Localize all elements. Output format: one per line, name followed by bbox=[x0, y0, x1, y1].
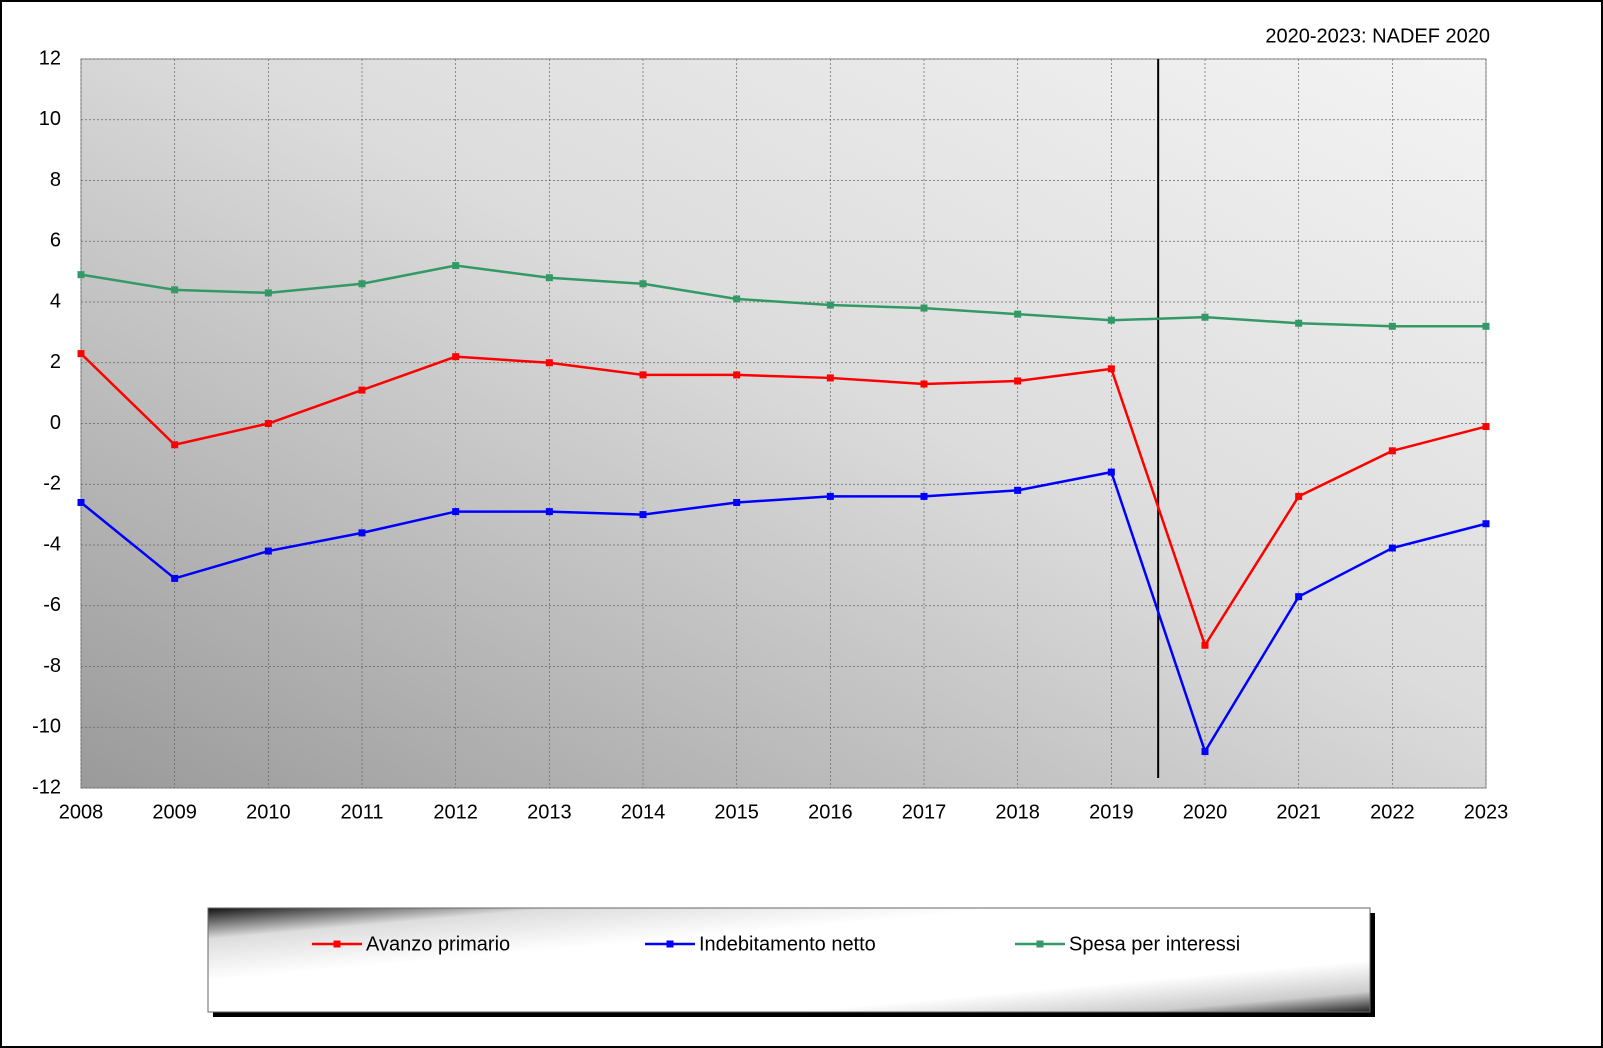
y-tick-label: 0 bbox=[50, 412, 61, 434]
marker bbox=[77, 271, 85, 279]
marker bbox=[545, 274, 553, 282]
marker bbox=[1482, 423, 1490, 431]
marker bbox=[77, 498, 85, 506]
marker bbox=[826, 492, 834, 500]
marker bbox=[733, 498, 741, 506]
y-tick-label: -12 bbox=[32, 776, 61, 798]
x-tick-label: 2020 bbox=[1183, 801, 1228, 823]
x-tick-label: 2019 bbox=[1089, 801, 1134, 823]
marker bbox=[358, 529, 366, 537]
y-tick-label: -10 bbox=[32, 716, 61, 738]
marker bbox=[1295, 593, 1303, 601]
x-tick-label: 2016 bbox=[808, 801, 853, 823]
marker bbox=[639, 280, 647, 288]
marker bbox=[171, 441, 179, 449]
marker bbox=[1388, 544, 1396, 552]
y-tick-label: 4 bbox=[50, 290, 61, 312]
y-tick-label: -6 bbox=[43, 594, 61, 616]
marker bbox=[1107, 468, 1115, 476]
marker bbox=[1107, 365, 1115, 373]
marker bbox=[1388, 447, 1396, 455]
x-tick-label: 2013 bbox=[527, 801, 572, 823]
marker bbox=[545, 508, 553, 516]
marker bbox=[452, 508, 460, 516]
marker bbox=[264, 289, 272, 297]
marker bbox=[1295, 492, 1303, 500]
legend-label: Avanzo primario bbox=[366, 933, 510, 955]
marker bbox=[358, 280, 366, 288]
marker bbox=[826, 301, 834, 309]
plot-area bbox=[80, 58, 1487, 789]
legend-label: Spesa per interessi bbox=[1069, 933, 1240, 955]
series-line bbox=[80, 470, 1487, 755]
marker bbox=[733, 371, 741, 379]
x-tick-label: 2010 bbox=[246, 801, 291, 823]
marker bbox=[1014, 377, 1022, 385]
marker bbox=[77, 350, 85, 358]
x-tick-label: 2023 bbox=[1464, 801, 1509, 823]
legend-label: Indebitamento netto bbox=[699, 933, 876, 955]
marker bbox=[639, 371, 647, 379]
marker bbox=[1201, 313, 1209, 321]
marker bbox=[171, 574, 179, 582]
x-tick-label: 2009 bbox=[152, 801, 197, 823]
x-tick-label: 2015 bbox=[714, 801, 759, 823]
legend-marker bbox=[1036, 940, 1044, 948]
legend-marker bbox=[666, 940, 674, 948]
y-tick-label: 8 bbox=[50, 169, 61, 191]
legend-marker bbox=[333, 940, 341, 948]
series-line bbox=[80, 352, 1487, 649]
marker bbox=[452, 262, 460, 270]
marker bbox=[1014, 310, 1022, 318]
marker bbox=[358, 386, 366, 394]
x-tick-label: 2014 bbox=[621, 801, 666, 823]
x-tick-label: 2017 bbox=[902, 801, 947, 823]
marker bbox=[171, 286, 179, 294]
x-tick-label: 2022 bbox=[1370, 801, 1415, 823]
y-tick-label: -8 bbox=[43, 655, 61, 677]
y-tick-label: 6 bbox=[50, 230, 61, 252]
marker bbox=[920, 492, 928, 500]
marker bbox=[1482, 520, 1490, 528]
y-tick-label: 2 bbox=[50, 351, 61, 373]
marker bbox=[1388, 322, 1396, 330]
marker bbox=[733, 295, 741, 303]
marker bbox=[1107, 316, 1115, 324]
x-tick-label: 2011 bbox=[340, 801, 383, 823]
annotation: 2020-2023: NADEF 2020 bbox=[1265, 25, 1490, 47]
x-tick-label: 2012 bbox=[433, 801, 478, 823]
y-tick-label: 12 bbox=[39, 47, 61, 69]
x-tick-label: 2008 bbox=[59, 801, 104, 823]
marker bbox=[920, 380, 928, 388]
marker bbox=[920, 304, 928, 312]
y-tick-label: -2 bbox=[43, 473, 61, 495]
marker bbox=[1482, 322, 1490, 330]
legend-box bbox=[207, 907, 1371, 1013]
marker bbox=[264, 547, 272, 555]
x-tick-label: 2021 bbox=[1276, 801, 1321, 823]
marker bbox=[545, 359, 553, 367]
y-tick-label: -4 bbox=[43, 533, 61, 555]
x-tick-label: 2018 bbox=[995, 801, 1040, 823]
marker bbox=[1014, 486, 1022, 494]
marker bbox=[1201, 748, 1209, 756]
marker bbox=[826, 374, 834, 382]
marker bbox=[1201, 641, 1209, 649]
series-line bbox=[80, 264, 1486, 328]
marker bbox=[639, 511, 647, 519]
y-tick-label: 10 bbox=[39, 108, 61, 130]
marker bbox=[264, 420, 272, 427]
marker bbox=[452, 353, 460, 361]
marker bbox=[1295, 319, 1303, 327]
